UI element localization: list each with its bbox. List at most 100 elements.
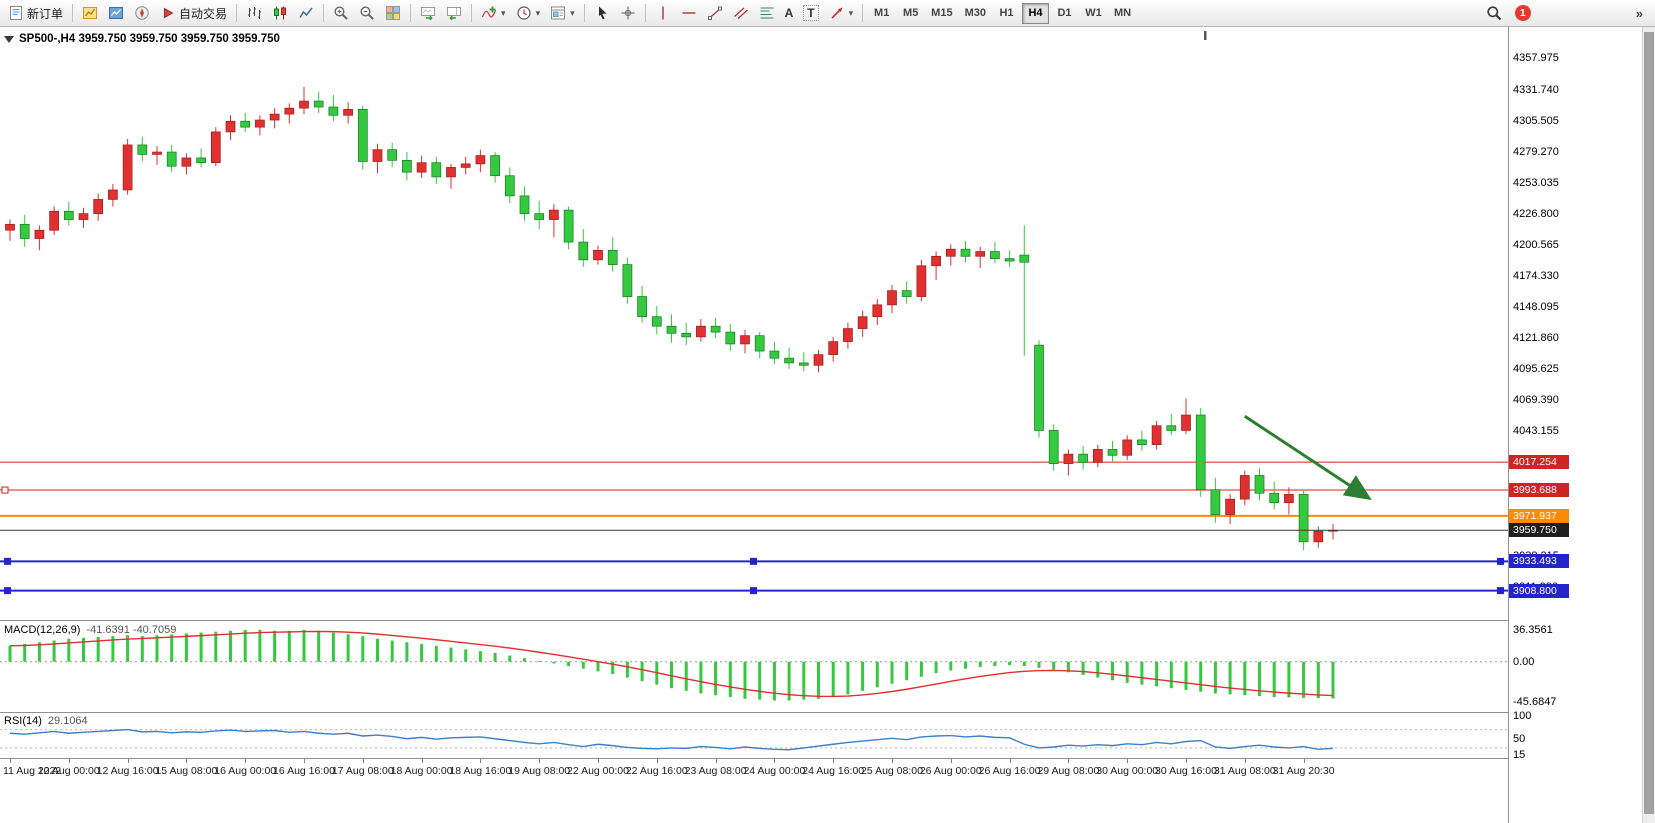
price-tick: 4305.505 [1513, 114, 1559, 127]
line-handle[interactable] [750, 587, 757, 595]
price-tick: 4200.565 [1513, 238, 1559, 251]
arrowtool-icon [829, 5, 845, 21]
bar-chart-button[interactable] [241, 2, 267, 25]
autoscroll-icon [420, 5, 436, 21]
time-tick [245, 759, 247, 763]
price-chart[interactable] [0, 30, 1508, 620]
toolbar-overflow-button[interactable]: » [1631, 2, 1648, 25]
crosshair-button[interactable] [615, 2, 641, 25]
market-watch-button[interactable] [103, 2, 129, 25]
chart-shift-button[interactable] [441, 2, 467, 25]
price-lines-layer [0, 461, 1508, 592]
timeframe-w1-button[interactable]: W1 [1080, 3, 1107, 24]
time-label: 22 Aug 00:00 [567, 765, 629, 777]
timeframe-m5-button[interactable]: M5 [897, 3, 924, 24]
price-tick: 4331.740 [1513, 83, 1559, 96]
price-line-badge: 3908.800 [1509, 583, 1569, 598]
zoom-in-button[interactable] [328, 2, 354, 25]
auto-scroll-button[interactable] [415, 2, 441, 25]
tile-windows-button[interactable] [380, 2, 406, 25]
timeframe-h4-button[interactable]: H4 [1021, 2, 1049, 24]
chevron-double-icon: » [1635, 5, 1643, 21]
templates-button[interactable]: ▾ [545, 2, 580, 25]
timeframe-m15-button[interactable]: M15 [926, 3, 957, 24]
time-label: 12 Aug 00:00 [37, 765, 100, 777]
line-handle[interactable] [4, 587, 11, 595]
text-tool-button-glyph: A [784, 6, 794, 20]
line-handle[interactable] [4, 557, 11, 565]
zoom-out-button[interactable] [354, 2, 380, 25]
time-tick [1303, 759, 1305, 763]
timeframe-mn-button[interactable]: MN [1109, 3, 1136, 24]
price-line-badge: 3993.688 [1509, 483, 1569, 498]
line-handle[interactable] [1497, 587, 1504, 595]
clock-icon [516, 5, 532, 21]
timeframe-m30-button[interactable]: M30 [960, 3, 991, 24]
timeframe-h1-button[interactable]: H1 [993, 3, 1020, 24]
new-chart-button[interactable] [77, 2, 103, 25]
candlestick-chart-button[interactable] [267, 2, 293, 25]
label-tool-button[interactable]: T [798, 2, 823, 25]
time-label: 18 Aug 00:00 [390, 765, 453, 777]
notification-badge[interactable]: 1 [1514, 5, 1531, 21]
time-tick [186, 759, 188, 763]
toolbar-separator [644, 4, 646, 22]
line-handle[interactable] [750, 557, 757, 565]
indicators-button[interactable]: ▾ [476, 2, 511, 25]
vertical-scrollbar[interactable] [1642, 27, 1655, 823]
price-scale[interactable]: 4357.975 4331.740 4305.505 4279.270 4253.035… [1509, 27, 1642, 823]
price-line-badge: 4017.254 [1509, 455, 1569, 470]
navigator-icon [134, 5, 150, 21]
arrows-tool-button[interactable]: ▾ [824, 2, 859, 25]
trend-arrow-annotation[interactable] [1243, 414, 1372, 501]
time-label: 26 Aug 00:00 [919, 765, 982, 777]
vertical-line-button[interactable] [650, 2, 676, 25]
pane-separator[interactable] [0, 620, 1642, 621]
line-handle[interactable] [1, 486, 9, 494]
chart-title-text: SP500-,H4 3959.750 3959.750 3959.750 395… [19, 33, 280, 45]
periods-button[interactable]: ▾ [511, 2, 546, 25]
pane-separator[interactable] [0, 712, 1642, 713]
horizontal-line-button[interactable] [676, 2, 702, 25]
line-chart-button[interactable] [293, 2, 319, 25]
template-icon [550, 5, 566, 21]
search-button[interactable] [1481, 2, 1507, 25]
zoomin-icon [333, 5, 349, 21]
macd-scale-label: -45.6847 [1513, 696, 1557, 709]
candles-layer [5, 86, 1338, 551]
one-click-trading-arrow-icon[interactable] [4, 35, 14, 43]
time-axis[interactable]: 11 Aug 2022 12 Aug 00:00 12 Aug 16:00 15 Au… [0, 759, 1508, 785]
channel-icon [733, 5, 749, 21]
macd-indicator-chart[interactable] [0, 622, 1508, 712]
cursor-button[interactable] [589, 2, 615, 25]
time-label: 17 Aug 08:00 [331, 765, 394, 777]
vline-icon [655, 5, 671, 21]
line-handle[interactable] [1497, 557, 1504, 565]
timeframe-d1-button[interactable]: D1 [1051, 3, 1078, 24]
fibonacci-button[interactable] [754, 2, 780, 25]
time-label: 12 Aug 16:00 [96, 765, 159, 777]
text-tool-button[interactable]: A [780, 2, 799, 25]
price-tick: 4174.330 [1513, 270, 1559, 283]
price-tick: 4069.390 [1513, 394, 1559, 407]
time-tick [1127, 759, 1129, 763]
navigator-button[interactable] [129, 2, 155, 25]
time-tick [127, 759, 129, 763]
dropdown-caret-icon: ▾ [535, 7, 541, 18]
time-label: 23 Aug 08:00 [684, 765, 747, 777]
scrollbar-thumb[interactable] [1644, 32, 1654, 814]
dropdown-caret-icon: ▾ [501, 7, 506, 18]
time-tick [1068, 759, 1070, 763]
timeframe-m1-button[interactable]: M1 [868, 3, 895, 24]
equidistant-channel-button[interactable] [728, 2, 754, 25]
rsi-indicator-chart[interactable] [0, 714, 1508, 758]
trendline-button[interactable] [702, 2, 728, 25]
new-order-button[interactable]: 新订单 [3, 2, 68, 25]
time-label: 31 Aug 20:30 [1272, 765, 1335, 777]
autotrading-button[interactable]: 自动交易 [155, 2, 232, 25]
toolbar-spacer [1539, 13, 1623, 14]
time-tick [539, 759, 541, 763]
label-tool-button-glyph: T [803, 5, 819, 21]
pane-separator[interactable] [0, 758, 1642, 759]
